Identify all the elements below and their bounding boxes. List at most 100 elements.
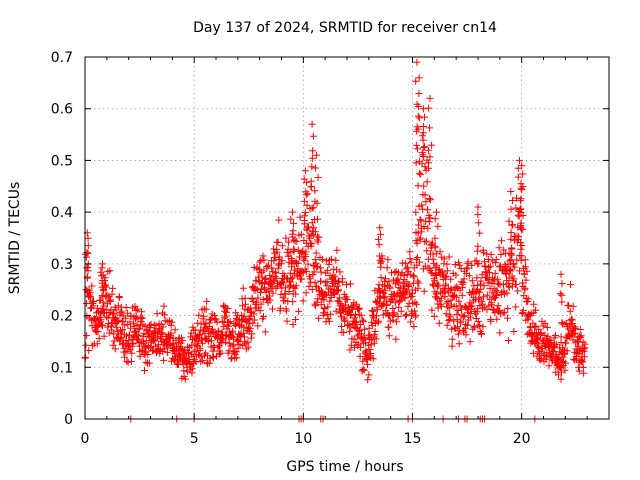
data-point: [498, 237, 505, 245]
data-point: [203, 297, 211, 305]
data-point: [385, 323, 393, 331]
data-point: [484, 279, 492, 287]
data-point: [488, 289, 496, 297]
data-point: [302, 289, 310, 297]
plot-frame: [84, 56, 610, 420]
data-point: [433, 208, 440, 216]
data-point: [158, 329, 166, 337]
data-point: [138, 314, 146, 322]
data-point: [114, 302, 122, 310]
data-point: [283, 317, 291, 325]
data-point: [431, 234, 439, 242]
data-point: [261, 328, 269, 336]
data-point: [257, 285, 265, 293]
data-point: [475, 219, 483, 227]
data-point: [394, 313, 402, 320]
data-point: [531, 323, 539, 331]
data-point: [412, 208, 420, 216]
data-point: [111, 345, 119, 353]
data-point: [454, 307, 462, 314]
data-point: [397, 307, 405, 315]
data-point: [523, 267, 531, 275]
data-point: [159, 323, 167, 331]
data-point: [434, 283, 442, 291]
data-point: [180, 346, 188, 354]
data-point: [448, 342, 456, 350]
data-point: [519, 170, 527, 178]
data-point: [286, 282, 294, 290]
data-point: [473, 274, 481, 282]
data-point: [141, 367, 148, 374]
data-point: [313, 298, 321, 306]
y-tick-label: 0: [64, 412, 73, 428]
data-point: [454, 330, 462, 338]
data-point: [376, 224, 384, 232]
data-point: [355, 305, 362, 313]
data-point: [97, 316, 105, 324]
data-point: [400, 272, 408, 280]
data-point: [305, 282, 313, 290]
data-point: [370, 339, 378, 347]
data-point: [229, 327, 237, 335]
data-point: [160, 311, 168, 319]
data-point: [340, 329, 348, 336]
data-point: [437, 294, 445, 302]
data-point: [198, 339, 206, 347]
data-point: [505, 217, 513, 225]
data-point: [308, 120, 316, 128]
data-point: [382, 275, 389, 283]
data-point: [209, 347, 217, 355]
data-point: [233, 315, 240, 322]
data-point: [558, 280, 566, 288]
data-point: [83, 332, 91, 340]
data-point: [512, 204, 520, 212]
data-point: [552, 340, 560, 348]
data-point: [447, 275, 455, 283]
data-point: [580, 369, 588, 377]
data-point: [299, 297, 307, 305]
data-point: [441, 293, 449, 301]
data-point: [176, 350, 184, 358]
data-point: [381, 286, 389, 294]
data-point: [517, 239, 525, 247]
data-point: [453, 316, 461, 323]
data-point: [278, 242, 286, 250]
data-point: [413, 254, 421, 261]
data-point: [177, 345, 185, 353]
data-point: [299, 269, 307, 277]
data-point: [421, 113, 428, 121]
data-point: [421, 163, 429, 171]
data-point: [359, 357, 367, 365]
data-point: [493, 315, 501, 323]
data-point: [577, 332, 585, 340]
data-point: [123, 347, 131, 355]
data-point: [306, 234, 314, 242]
data-point: [234, 344, 242, 352]
data-point: [411, 307, 419, 315]
data-point: [159, 309, 166, 317]
data-point: [323, 278, 331, 286]
data-point: [194, 337, 202, 345]
data-point: [133, 335, 141, 343]
data-point: [333, 246, 341, 254]
data-point: [356, 326, 364, 334]
data-point: [486, 262, 494, 270]
data-point: [401, 294, 409, 302]
data-point: [422, 217, 430, 225]
data-point: [90, 297, 97, 305]
data-point: [518, 162, 526, 170]
data-point: [489, 257, 497, 265]
data-point: [197, 358, 205, 366]
data-point: [424, 206, 431, 214]
data-point: [222, 308, 230, 316]
data-point: [412, 311, 420, 319]
data-point: [97, 272, 105, 280]
data-point: [443, 299, 451, 307]
data-point: [513, 194, 520, 202]
data-point: [570, 323, 578, 331]
data-point: [521, 256, 529, 264]
data-point: [249, 319, 257, 327]
data-point: [474, 318, 482, 325]
data-point: [425, 159, 433, 167]
data-point: [407, 318, 415, 326]
